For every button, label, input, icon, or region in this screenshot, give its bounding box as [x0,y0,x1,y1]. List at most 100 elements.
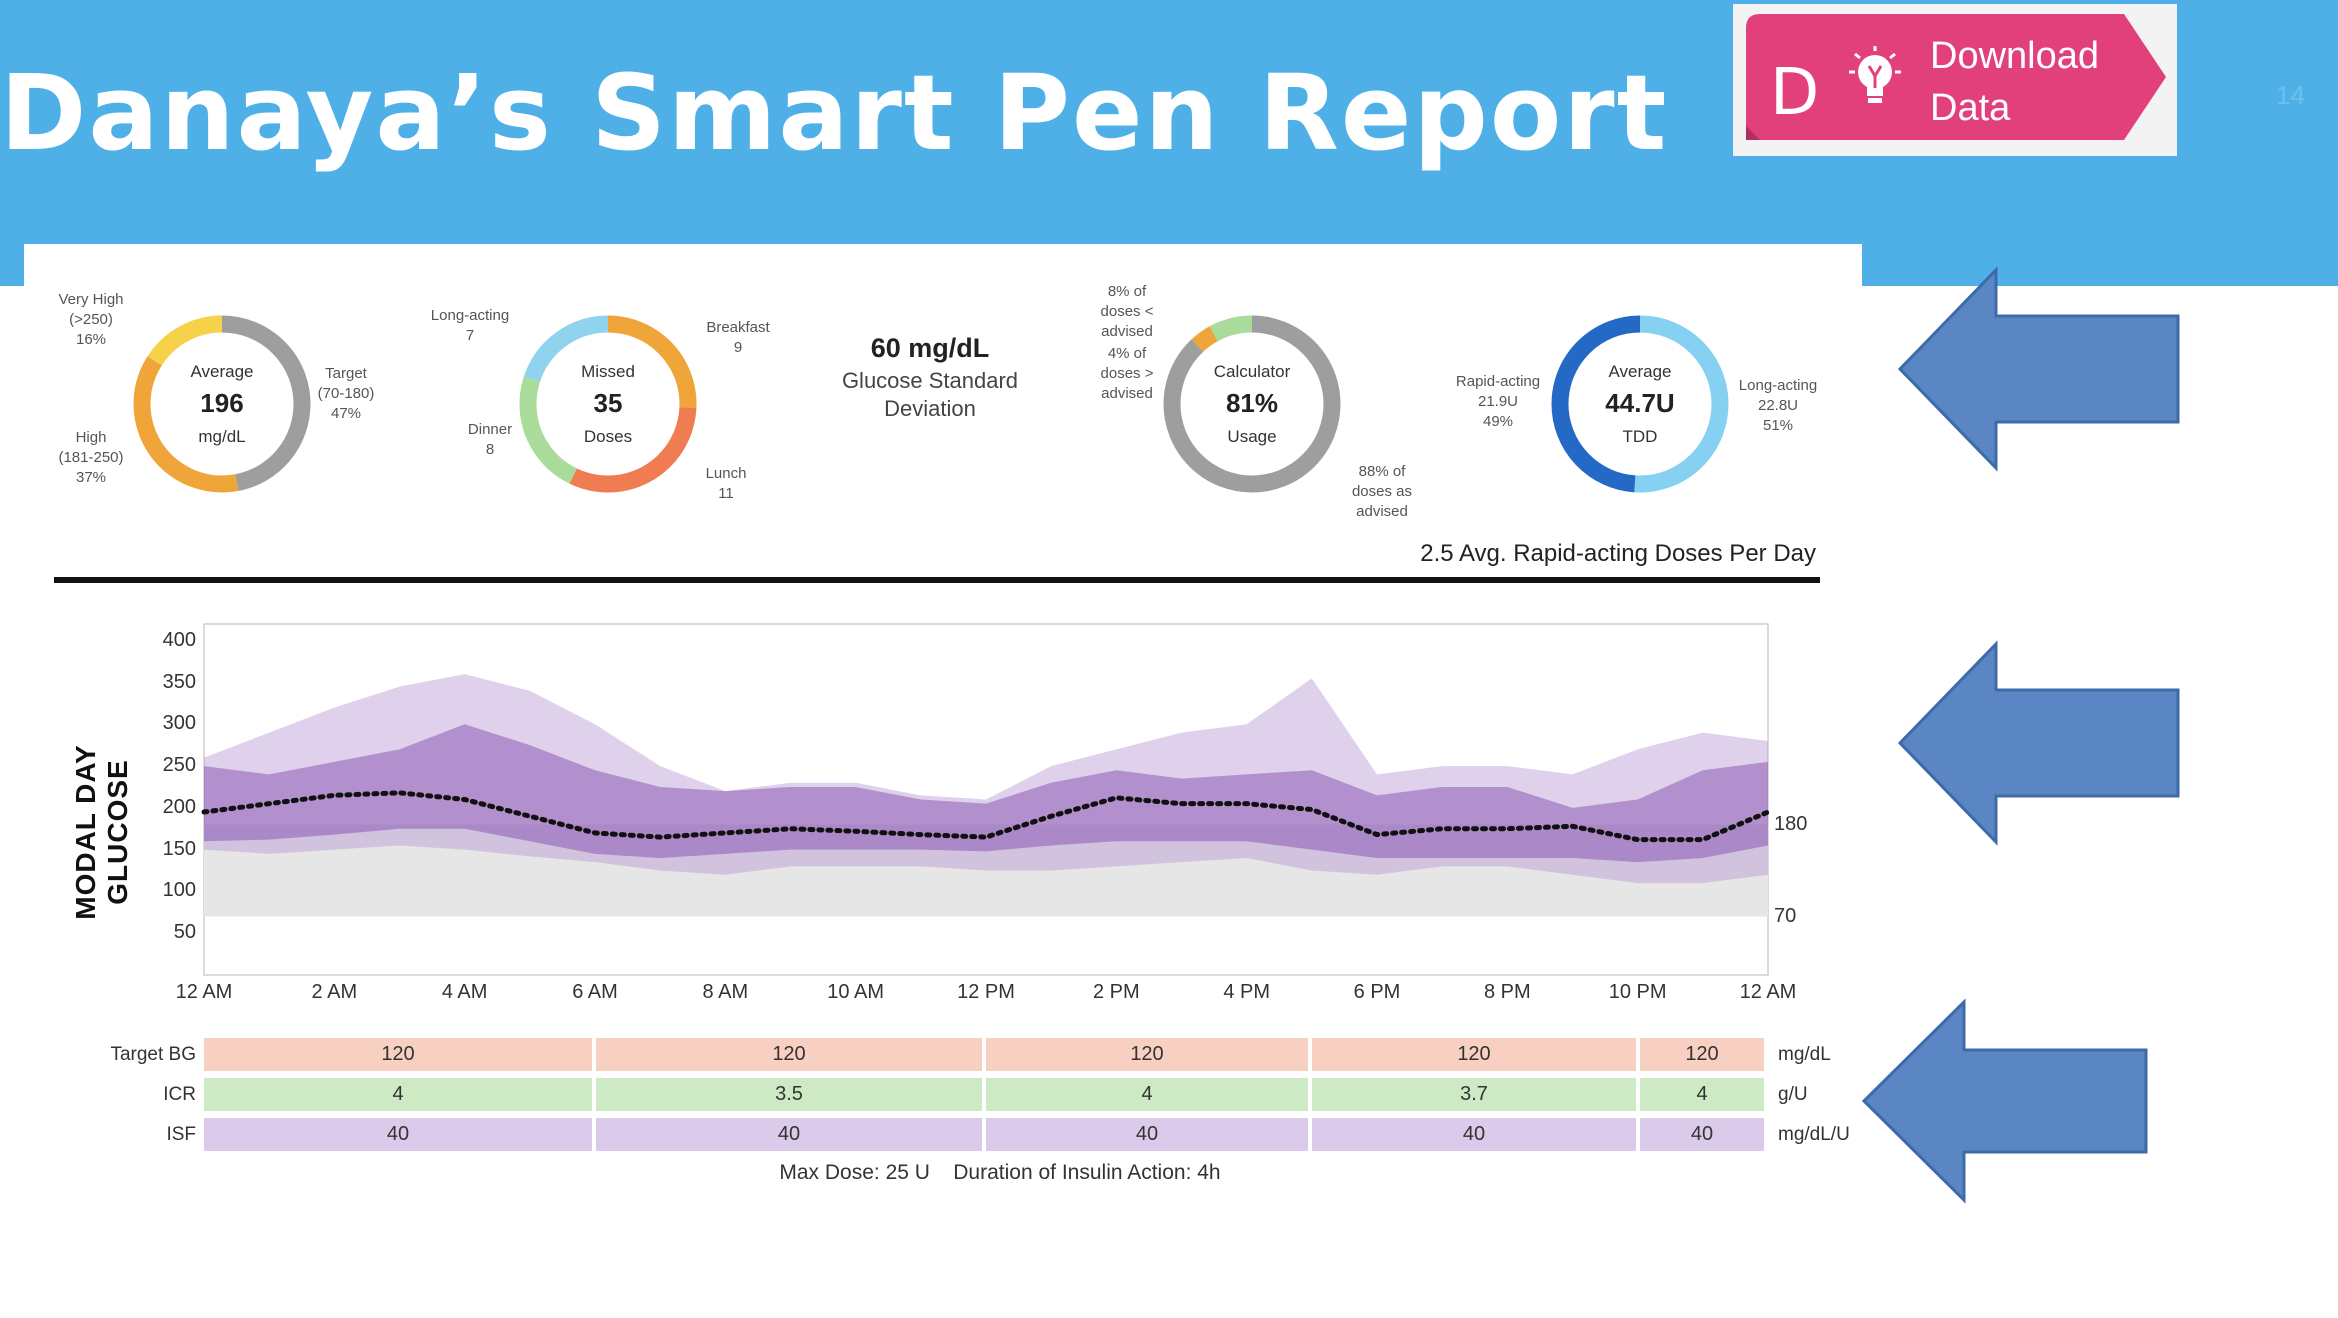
high-segment [133,315,311,493]
std-dev-line1: Glucose Standard [841,368,1019,393]
y-tick-label: 300 [162,712,196,735]
as-advised-l1: 88% of [1358,463,1406,480]
average-glucose-value: 196 [200,388,244,418]
missed-lunch-l2: 11 [718,485,734,502]
missed-long-acting-label: Long-acting 7 [420,306,520,346]
lightbulb-icon [1849,46,1901,103]
settings-row-label: ICR [163,1084,196,1105]
x-tick-label: 6 PM [1353,981,1401,1003]
inner-percentile-band [204,724,1768,863]
as-advised-l3: advised [1356,503,1408,520]
calculator-center-unit: Usage [1227,427,1277,446]
x-tick-label: 10 PM [1608,981,1667,1003]
missed-breakfast-l1: Breakfast [706,319,770,336]
missed-breakfast-label: Breakfast 9 [696,318,780,358]
long-acting-label: Long-acting 22.8U 51% [1728,376,1828,436]
avg-rapid-doses-text: 2.5 Avg. Rapid-acting Doses Per Day [1420,540,1816,567]
settings-row-unit: mg/dL [1778,1044,1831,1065]
page-title: Danaya’s Smart Pen Report [0,52,1669,174]
arrow-left-icon-1 [1897,266,2180,472]
settings-cell: 4 [204,1078,592,1111]
missed-lunch-label: Lunch 11 [692,464,760,504]
more-l3: advised [1101,385,1153,402]
tdd-center-top: Average [1608,362,1672,381]
settings-cell: 120 [1640,1038,1764,1071]
settings-row-label: Target BG [110,1044,196,1065]
settings-cell: 40 [1640,1118,1764,1151]
settings-row-unit: mg/dL/U [1778,1124,1850,1145]
x-tick-label: 12 AM [1739,981,1797,1003]
settings-cell: 40 [596,1118,982,1151]
missed-doses-value: 35 [593,388,623,418]
glucose-center-top: Average [190,362,254,381]
rapid-l2: 21.9U [1477,393,1519,410]
x-tick-label: 12 AM [175,981,233,1003]
settings-cell: 120 [204,1038,592,1071]
std-dev-line2: Deviation [884,396,976,421]
long-acting-missed-segment [519,315,697,493]
download-label-line1: Download [1930,35,2099,77]
settings-footer: Max Dose: 25 U Duration of Insulin Actio… [779,1161,1221,1184]
glucose-std-dev-label: Glucose Standard Deviation [820,367,1040,423]
target-l3: 47% [330,405,362,422]
tdd-center-unit: TDD [1622,427,1658,446]
median-line [201,790,1771,843]
less-l2: doses < [1100,303,1154,320]
rapid-l3: 49% [1482,413,1514,430]
x-tick-label: 12 PM [957,981,1015,1003]
y-tick-label: 400 [162,628,196,651]
less-than-advised-segment [1163,315,1341,493]
calculator-usage-donut [1163,315,1341,493]
settings-cell: 4 [986,1078,1308,1111]
y-tick-label: 200 [162,795,196,818]
missed-lunch-l1: Lunch [705,465,747,482]
target-label: Target (70-180) 47% [310,364,382,424]
high-label: High (181-250) 37% [46,428,136,488]
rapid-acting-segment [1551,315,1729,493]
tdd-value: 44.7U [1605,388,1675,418]
download-data-button[interactable] [1746,14,2166,140]
y-tick-label: 350 [162,670,196,693]
x-tick-label: 2 PM [1092,981,1140,1003]
settings-cell: 3.7 [1312,1078,1636,1111]
x-tick-label: 10 AM [827,981,884,1003]
arrow-left-icon-2 [1897,640,2180,846]
missed-dinner-l1: Dinner [467,421,513,438]
chart-y-axis-title: MODAL DAY GLUCOSE [70,744,133,920]
missed-doses-donut [519,315,697,493]
very-high-l3: 16% [75,331,107,348]
doses-as-advised-label: 88% of doses as advised [1342,462,1422,522]
x-tick-label: 4 PM [1223,981,1270,1003]
y-tick-label: 50 [173,921,196,944]
download-label: Download Data [1930,30,2130,134]
missed-center-top: Missed [581,362,635,381]
missed-dinner-label: Dinner 8 [456,420,524,460]
settings-row-label: ISF [166,1124,196,1145]
tdd-donut-center: Average 44.7U TDD [1578,362,1702,447]
very-high-l2: (>250) [69,311,113,328]
missed-long-l2: 7 [465,327,475,344]
settings-cell: 4 [1640,1078,1764,1111]
target-l1: Target [325,365,367,382]
high-l2: (181-250) [58,449,124,466]
glucose-center-unit: mg/dL [198,427,246,446]
less-l1: 8% of [1107,283,1147,300]
settings-cell: 3.5 [596,1078,982,1111]
more-l1: 4% of [1107,345,1147,362]
target-high-label: 180 [1774,812,1808,835]
missed-breakfast-l2: 9 [733,339,743,356]
target-low-label: 70 [1774,904,1797,927]
missed-center-unit: Doses [583,427,633,446]
x-tick-label: 4 AM [441,981,488,1003]
high-l3: 37% [75,469,107,486]
doses-more-label: 4% of doses > advised [1090,344,1164,404]
less-l3: advised [1101,323,1153,340]
long-l3: 51% [1762,417,1794,434]
high-l1: High [75,429,107,446]
more-l2: doses > [1100,365,1154,382]
y-tick-label: 250 [162,754,196,777]
settings-cell: 120 [1312,1038,1636,1071]
download-button-shape [1746,14,2166,140]
long-l2: 22.8U [1757,397,1799,414]
